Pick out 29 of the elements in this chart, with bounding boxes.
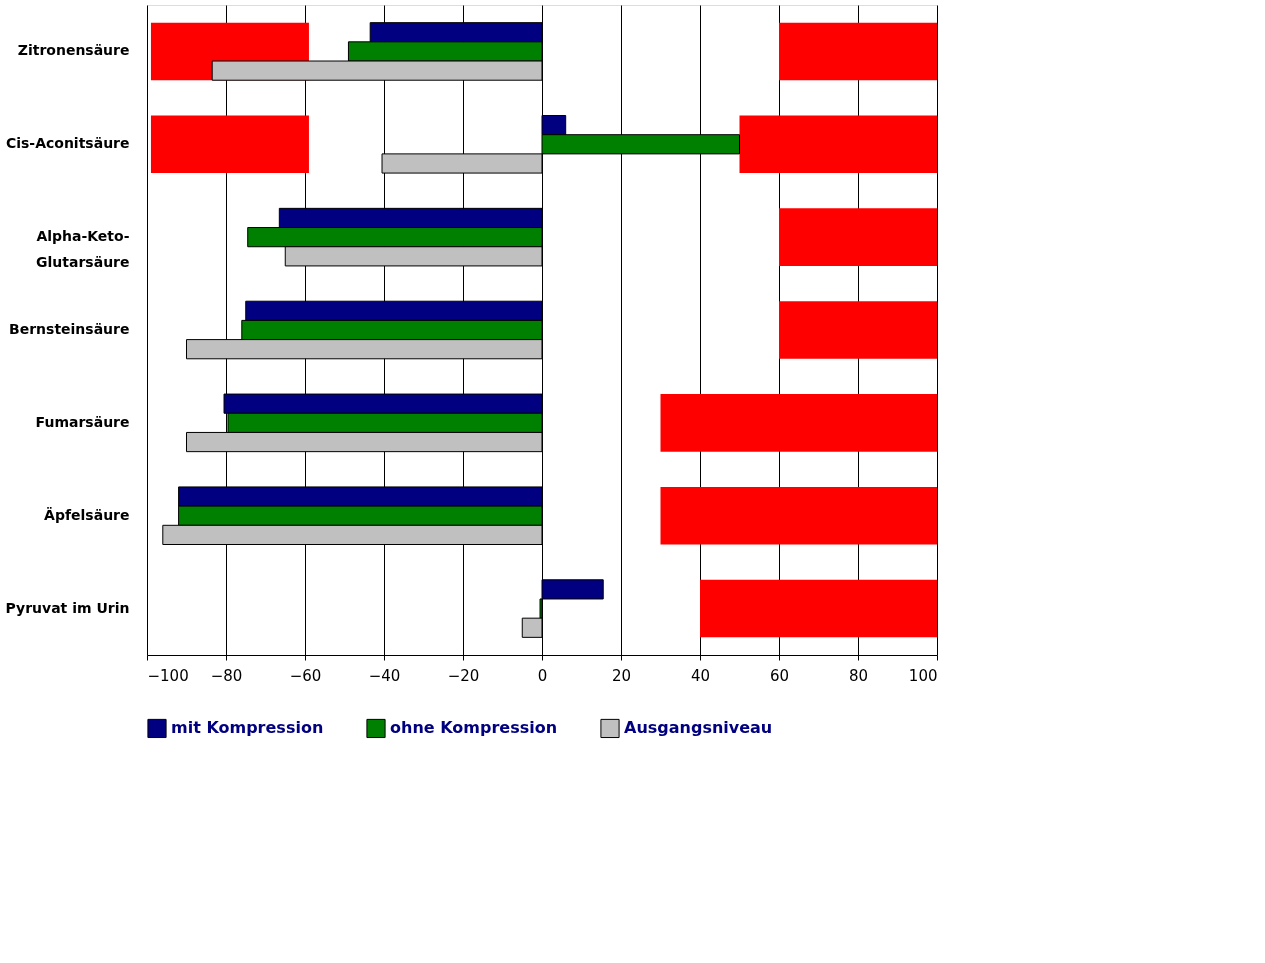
y-tick-label: Fumarsäure <box>35 413 130 430</box>
y-tick-label: Zitronensäure <box>17 42 130 59</box>
bar <box>779 301 937 359</box>
legend-label: ohne Kompression <box>390 718 558 738</box>
bar <box>700 579 937 638</box>
y-tick-label: Alpha-Keto- Glutarsäure <box>36 228 130 271</box>
bar <box>739 115 937 174</box>
y-tick-label: Bernsteinsäure <box>9 321 130 337</box>
y-tick-label: Äpfelsäure <box>44 506 130 523</box>
x-tick-label: −80 <box>210 666 243 685</box>
legend-label: mit Kompression <box>171 718 324 738</box>
x-tick-label: 0 <box>537 666 548 685</box>
bar <box>779 22 937 81</box>
x-tick-label: 20 <box>611 666 632 685</box>
y-tick-label: Pyruvat im Urin <box>5 599 130 616</box>
x-tick-label: 100 <box>908 666 938 685</box>
y-tick-label: Cis-Aconitsäure <box>5 135 130 152</box>
bar <box>660 394 937 452</box>
x-tick-label: −60 <box>289 666 322 685</box>
legend-label: Ausgangsniveau <box>624 718 773 738</box>
x-tick-label: −20 <box>447 666 480 685</box>
bar <box>150 115 309 174</box>
x-tick-label: 80 <box>848 666 869 685</box>
x-tick-label: 40 <box>690 666 711 685</box>
x-tick-label: −100 <box>147 666 189 685</box>
x-tick-label: 60 <box>769 666 790 685</box>
x-tick-label: −40 <box>368 666 401 685</box>
bar <box>660 486 937 545</box>
bar <box>779 208 937 266</box>
